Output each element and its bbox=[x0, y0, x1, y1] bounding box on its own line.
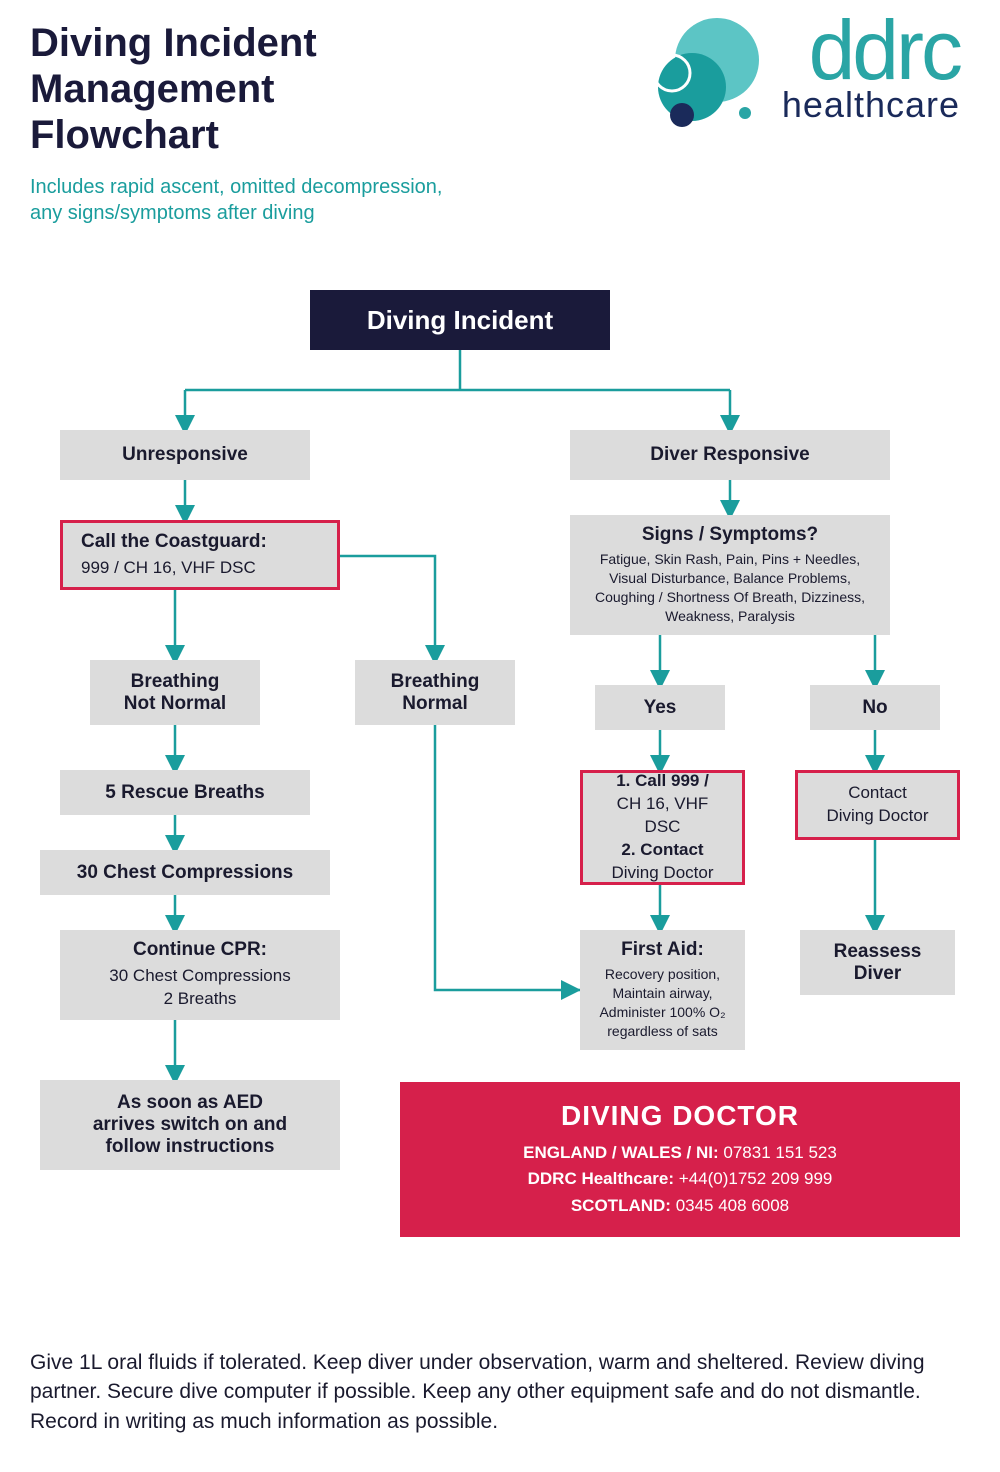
logo-main-text: ddrc bbox=[782, 15, 960, 86]
unresponsive-label: Unresponsive bbox=[122, 444, 248, 466]
fa-l2: Maintain airway, bbox=[612, 984, 712, 1003]
node-no: No bbox=[810, 685, 940, 730]
bn-l1: Breathing bbox=[391, 671, 480, 693]
node-unresponsive: Unresponsive bbox=[60, 430, 310, 480]
flowchart-canvas: Diving Incident Unresponsive Diver Respo… bbox=[0, 290, 1000, 1290]
node-breathing-not-normal: Breathing Not Normal bbox=[90, 660, 260, 725]
node-responsive: Diver Responsive bbox=[570, 430, 890, 480]
node-diving-incident: Diving Incident bbox=[310, 290, 610, 350]
cpr-title: Continue CPR: bbox=[133, 939, 267, 961]
doctor-line-2: DDRC Healthcare: +44(0)1752 209 999 bbox=[420, 1166, 940, 1192]
header: Diving Incident Management Flowchart Inc… bbox=[30, 20, 970, 226]
signs-body: Fatigue, Skin Rash, Pain, Pins + Needles… bbox=[584, 550, 876, 626]
start-label: Diving Incident bbox=[367, 305, 553, 336]
signs-title: Signs / Symptoms? bbox=[642, 524, 818, 546]
yesact-l1: 1. Call 999 / bbox=[616, 771, 709, 790]
noact-l2: Diving Doctor bbox=[826, 805, 928, 828]
aed-l1: As soon as AED bbox=[117, 1092, 263, 1114]
logo: ddrc healthcare bbox=[627, 15, 960, 135]
yesact-l3: 2. Contact bbox=[621, 840, 703, 859]
yesact-l4: Diving Doctor bbox=[611, 862, 713, 885]
node-continue-cpr: Continue CPR: 30 Chest Compressions 2 Br… bbox=[60, 930, 340, 1020]
doctor-line-3: SCOTLAND: 0345 408 6008 bbox=[420, 1193, 940, 1219]
logo-text: ddrc healthcare bbox=[782, 15, 960, 126]
responsive-label: Diver Responsive bbox=[650, 444, 809, 466]
node-breathing-normal: Breathing Normal bbox=[355, 660, 515, 725]
reassess-l1: Reassess bbox=[834, 941, 922, 963]
yes-label: Yes bbox=[644, 697, 677, 719]
page-subtitle: Includes rapid ascent, omitted decompres… bbox=[30, 174, 970, 226]
no-label: No bbox=[862, 697, 887, 719]
title-line-1: Diving Incident bbox=[30, 21, 317, 65]
aed-l3: follow instructions bbox=[106, 1136, 275, 1158]
node-first-aid: First Aid: Recovery position, Maintain a… bbox=[580, 930, 745, 1050]
subtitle-line-1: Includes rapid ascent, omitted decompres… bbox=[30, 176, 442, 198]
rescue-label: 5 Rescue Breaths bbox=[105, 782, 264, 804]
fa-l4: regardless of sats bbox=[607, 1022, 718, 1041]
logo-sub-text: healthcare bbox=[782, 84, 960, 126]
bnn-l1: Breathing bbox=[131, 671, 220, 693]
node-yes-action: 1. Call 999 / CH 16, VHF DSC 2. Contact … bbox=[580, 770, 745, 885]
coastguard-body: 999 / CH 16, VHF DSC bbox=[81, 557, 256, 580]
cpr-l1: 30 Chest Compressions bbox=[109, 965, 290, 988]
footer-text: Give 1L oral fluids if tolerated. Keep d… bbox=[30, 1348, 970, 1436]
doctor-title: DIVING DOCTOR bbox=[420, 1100, 940, 1132]
bn-l2: Normal bbox=[402, 693, 467, 715]
noact-l1: Contact bbox=[848, 782, 907, 805]
reassess-l2: Diver bbox=[854, 963, 902, 985]
fa-l3: Administer 100% O₂ bbox=[599, 1003, 725, 1022]
logo-icon bbox=[627, 15, 777, 135]
node-rescue-breaths: 5 Rescue Breaths bbox=[60, 770, 310, 815]
title-line-3: Flowchart bbox=[30, 113, 219, 157]
aed-l2: arrives switch on and bbox=[93, 1114, 287, 1136]
node-signs-symptoms: Signs / Symptoms? Fatigue, Skin Rash, Pa… bbox=[570, 515, 890, 635]
node-call-coastguard: Call the Coastguard: 999 / CH 16, VHF DS… bbox=[60, 520, 340, 590]
doctor-line-1: ENGLAND / WALES / NI: 07831 151 523 bbox=[420, 1140, 940, 1166]
cpr-l2: 2 Breaths bbox=[164, 988, 237, 1011]
chest-label: 30 Chest Compressions bbox=[77, 862, 293, 884]
fa-title: First Aid: bbox=[621, 939, 704, 961]
fa-l1: Recovery position, bbox=[605, 965, 720, 984]
node-yes: Yes bbox=[595, 685, 725, 730]
node-chest-compressions: 30 Chest Compressions bbox=[40, 850, 330, 895]
title-line-2: Management bbox=[30, 67, 275, 111]
node-reassess-diver: Reassess Diver bbox=[800, 930, 955, 995]
subtitle-line-2: any signs/symptoms after diving bbox=[30, 202, 315, 224]
coastguard-title: Call the Coastguard: bbox=[81, 531, 267, 553]
diving-doctor-panel: DIVING DOCTOR ENGLAND / WALES / NI: 0783… bbox=[400, 1082, 960, 1237]
bnn-l2: Not Normal bbox=[124, 693, 226, 715]
node-no-action: Contact Diving Doctor bbox=[795, 770, 960, 840]
yesact-l2: CH 16, VHF DSC bbox=[597, 793, 728, 839]
node-aed: As soon as AED arrives switch on and fol… bbox=[40, 1080, 340, 1170]
